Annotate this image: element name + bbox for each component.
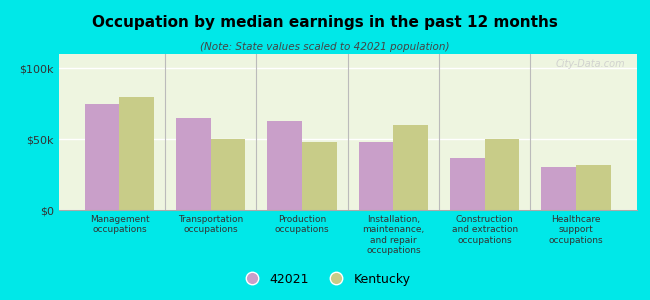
Bar (267, 121, 302, 210)
Bar (485, 139, 519, 210)
Bar (176, 118, 211, 210)
Bar (211, 139, 246, 210)
Text: (Note: State values scaled to 42021 population): (Note: State values scaled to 42021 popu… (200, 42, 450, 52)
Bar (302, 142, 337, 210)
Text: Occupation by median earnings in the past 12 months: Occupation by median earnings in the pas… (92, 15, 558, 30)
Bar (541, 167, 576, 210)
Bar (576, 165, 611, 210)
Legend: 42021, Kentucky: 42021, Kentucky (234, 268, 416, 291)
Bar (359, 142, 393, 210)
Bar (84, 103, 120, 210)
Text: City-Data.com: City-Data.com (556, 59, 625, 69)
Bar (120, 97, 154, 210)
Bar (393, 125, 428, 210)
Bar (450, 158, 485, 210)
